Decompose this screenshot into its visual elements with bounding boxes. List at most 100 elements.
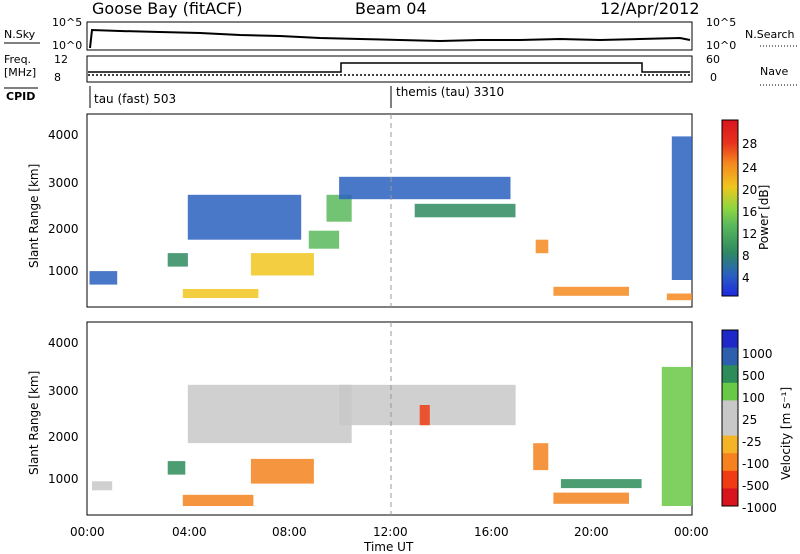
power-ytick-4000: 4000 — [48, 128, 79, 142]
nsky-strip: N.Sky 10^5 10^0 10^5 10^0 N.Search — [4, 16, 798, 52]
velocity-colorbar — [721, 329, 739, 507]
x-axis: 00:00 04:00 08:00 12:00 16:00 20:00 00:0… — [70, 525, 709, 554]
velocity-ytick-2000: 2000 — [48, 430, 79, 444]
velocity-region-6 — [419, 405, 430, 426]
power-ytick-1000: 1000 — [48, 264, 79, 278]
velocity-cb-500: 500 — [742, 369, 765, 383]
nave-tick-top: 60 — [706, 53, 720, 66]
power-region-5 — [326, 194, 352, 222]
power-region-1 — [167, 253, 188, 267]
freq-trace — [88, 62, 690, 73]
velocity-region-8 — [553, 492, 629, 504]
date-label: 12/Apr/2012 — [600, 0, 700, 18]
power-panel: Slant Range [km] 4000 3000 2000 1000 28 … — [27, 113, 771, 308]
freq-tick-bottom: 8 — [54, 71, 61, 84]
freq-unit: [MHz] — [4, 66, 36, 79]
nsky-trace — [89, 28, 691, 49]
cpid-mode-fast: tau (fast) 503 — [94, 92, 176, 106]
velocity-colorbar-block-8 — [722, 470, 738, 489]
x-axis-label: Time UT — [363, 540, 414, 554]
xtick-0400: 04:00 — [172, 525, 207, 539]
xtick-0000: 00:00 — [70, 525, 105, 539]
power-region-9 — [535, 239, 549, 254]
velocity-colorbar-block-6 — [722, 435, 738, 454]
velocity-colorbar-block-4 — [722, 400, 738, 419]
velocity-region-7 — [533, 443, 549, 471]
xtick-1600: 16:00 — [474, 525, 509, 539]
power-cb-28: 28 — [742, 137, 757, 151]
freq-strip: Freq. [MHz] 12 8 60 0 Nave — [4, 53, 798, 86]
cpid-strip: CPID tau (fast) 503 themis (tau) 3310 — [4, 85, 504, 108]
power-region-10 — [553, 286, 629, 296]
power-region-6 — [187, 194, 302, 240]
velocity-colorbar-block-3 — [722, 382, 738, 401]
power-cb-4: 4 — [742, 271, 750, 285]
velocity-cb-25: 25 — [742, 413, 757, 427]
power-cb-12: 12 — [742, 227, 757, 241]
velocity-ytick-1000: 1000 — [48, 472, 79, 486]
power-region-2 — [182, 289, 259, 298]
velocity-cb-neg25: -25 — [742, 435, 762, 449]
cpid-mode-themis: themis (tau) 3310 — [396, 85, 504, 99]
velocity-colorbar-outline — [721, 329, 739, 507]
nave-label: Nave — [760, 65, 788, 78]
xtick-2000: 20:00 — [574, 525, 609, 539]
xtick-1200: 12:00 — [373, 525, 408, 539]
velocity-colorbar-block-5 — [722, 418, 738, 437]
power-region-7 — [339, 176, 511, 200]
freq-label: Freq. — [4, 53, 31, 66]
xtick-0800: 08:00 — [272, 525, 307, 539]
beam-label: Beam 04 — [355, 0, 427, 18]
nsearch-tick-top: 10^5 — [706, 16, 736, 29]
velocity-region-0 — [92, 481, 113, 491]
velocity-region-1 — [167, 461, 186, 475]
xtick-2400: 00:00 — [674, 525, 709, 539]
nsky-label: N.Sky — [4, 28, 36, 41]
nsky-tick-bottom: 10^0 — [52, 39, 82, 52]
velocity-colorbar-label: Velocity [m s⁻¹] — [779, 387, 793, 480]
velocity-y-axis-label: Slant Range [km] — [27, 371, 41, 475]
nave-tick-bottom: 0 — [710, 71, 717, 84]
power-cb-20: 20 — [742, 183, 757, 197]
nsearch-tick-bottom: 10^0 — [706, 39, 736, 52]
velocity-region-2 — [182, 494, 254, 506]
power-region-8 — [414, 203, 516, 218]
velocity-ytick-4000: 4000 — [48, 336, 79, 350]
power-cb-24: 24 — [742, 161, 757, 175]
power-region-11 — [666, 293, 692, 301]
velocity-cb-neg500: -500 — [742, 479, 769, 493]
power-cb-16: 16 — [742, 205, 757, 219]
nsearch-label: N.Search — [745, 28, 795, 41]
station-title: Goose Bay (fitACF) — [92, 0, 242, 18]
velocity-cb-100: 100 — [742, 391, 765, 405]
power-colorbar — [721, 119, 739, 297]
velocity-colorbar-block-2 — [722, 365, 738, 384]
power-region-0 — [89, 271, 118, 285]
velocity-cb-1000: 1000 — [742, 347, 773, 361]
velocity-cb-neg100: -100 — [742, 457, 769, 471]
power-region-4 — [308, 230, 340, 249]
power-data-layer — [89, 136, 692, 301]
velocity-colorbar-block-0 — [722, 330, 738, 349]
velocity-ytick-3000: 3000 — [48, 384, 79, 398]
freq-tick-top: 12 — [54, 53, 68, 66]
power-ytick-2000: 2000 — [48, 222, 79, 236]
velocity-data-layer — [92, 366, 693, 506]
power-cb-8: 8 — [742, 249, 750, 263]
power-ytick-3000: 3000 — [48, 176, 79, 190]
velocity-colorbar-block-9 — [722, 488, 738, 507]
power-region-12 — [671, 136, 692, 280]
velocity-region-9 — [560, 479, 642, 489]
velocity-colorbar-block-7 — [722, 453, 738, 472]
velocity-region-10 — [661, 366, 693, 506]
power-colorbar-label: Power [dB] — [757, 185, 771, 250]
cpid-label: CPID — [6, 90, 35, 103]
velocity-cb-neg1000: -1000 — [742, 501, 777, 515]
velocity-region-4 — [187, 384, 352, 444]
velocity-colorbar-block-1 — [722, 347, 738, 366]
velocity-panel: Slant Range [km] 4000 3000 2000 1000 100… — [27, 321, 793, 516]
power-region-3 — [250, 253, 314, 276]
power-y-axis-label: Slant Range [km] — [27, 164, 41, 268]
nsky-tick-top: 10^5 — [52, 16, 82, 29]
